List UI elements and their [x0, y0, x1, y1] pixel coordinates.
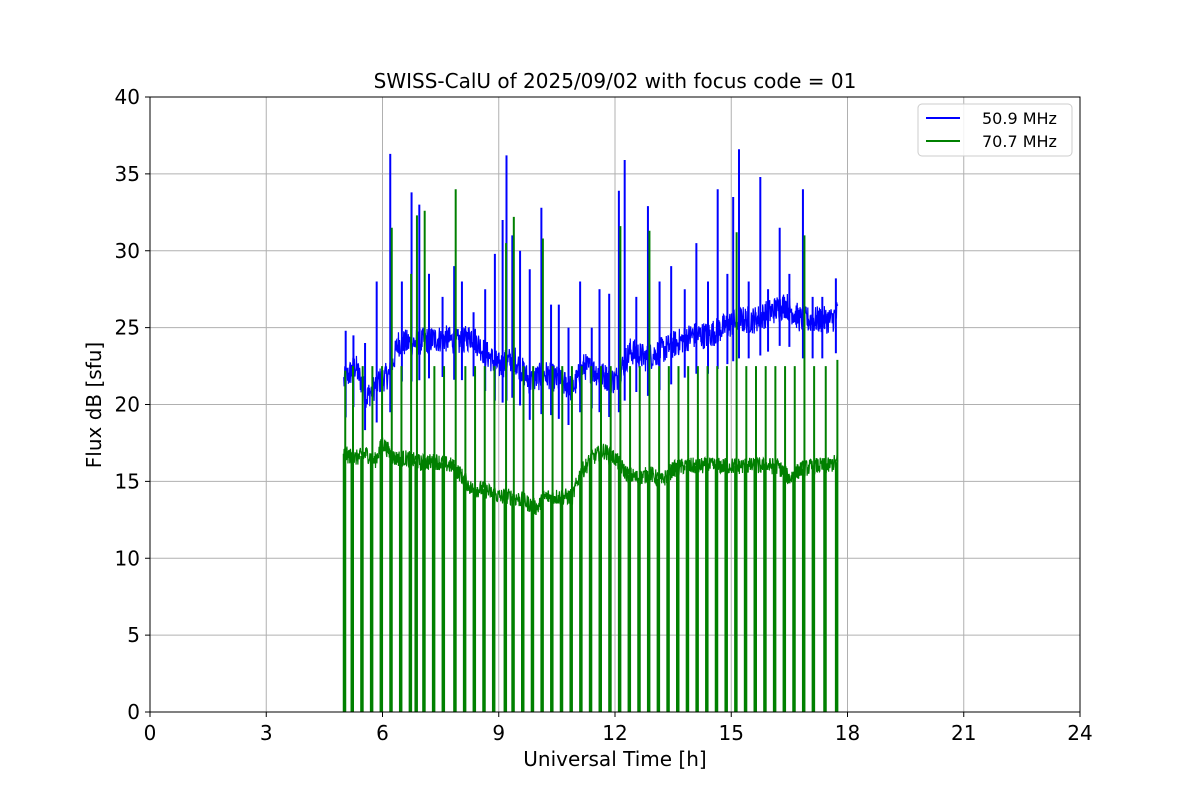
y-tick-label: 35 — [115, 162, 140, 186]
x-tick-label: 21 — [951, 721, 976, 745]
x-tick-label: 3 — [260, 721, 273, 745]
legend: 50.9 MHz 70.7 MHz — [917, 103, 1073, 157]
y-tick-label: 30 — [115, 239, 140, 263]
y-tick-label: 0 — [127, 700, 140, 724]
chart-title: SWISS-CalU of 2025/09/02 with focus code… — [374, 69, 857, 93]
legend-label-50-9: 50.9 MHz — [982, 109, 1057, 128]
y-tick-label: 10 — [115, 546, 140, 570]
x-axis-label: Universal Time [h] — [523, 747, 706, 771]
x-tick-label: 0 — [144, 721, 157, 745]
y-tick-label: 40 — [115, 85, 140, 109]
y-tick-label: 25 — [115, 316, 140, 340]
series-50-9-mhz — [343, 149, 839, 431]
x-tick-label: 6 — [376, 721, 389, 745]
x-tick-label: 18 — [835, 721, 860, 745]
axis-ticks: 0 3 6 9 12 15 18 21 24 0 5 10 15 20 25 30 35 40 — [115, 85, 1093, 745]
y-axis-label: Flux dB [sfu] — [82, 342, 106, 468]
x-tick-label: 15 — [719, 721, 744, 745]
y-tick-label: 5 — [127, 623, 140, 647]
series-70-7-mhz — [342, 189, 839, 712]
plot-series — [342, 149, 839, 712]
y-tick-label: 20 — [115, 393, 140, 417]
x-tick-label: 12 — [602, 721, 627, 745]
x-tick-label: 24 — [1067, 721, 1092, 745]
y-tick-label: 15 — [115, 469, 140, 493]
legend-label-70-7: 70.7 MHz — [982, 132, 1057, 151]
x-tick-label: 9 — [492, 721, 505, 745]
